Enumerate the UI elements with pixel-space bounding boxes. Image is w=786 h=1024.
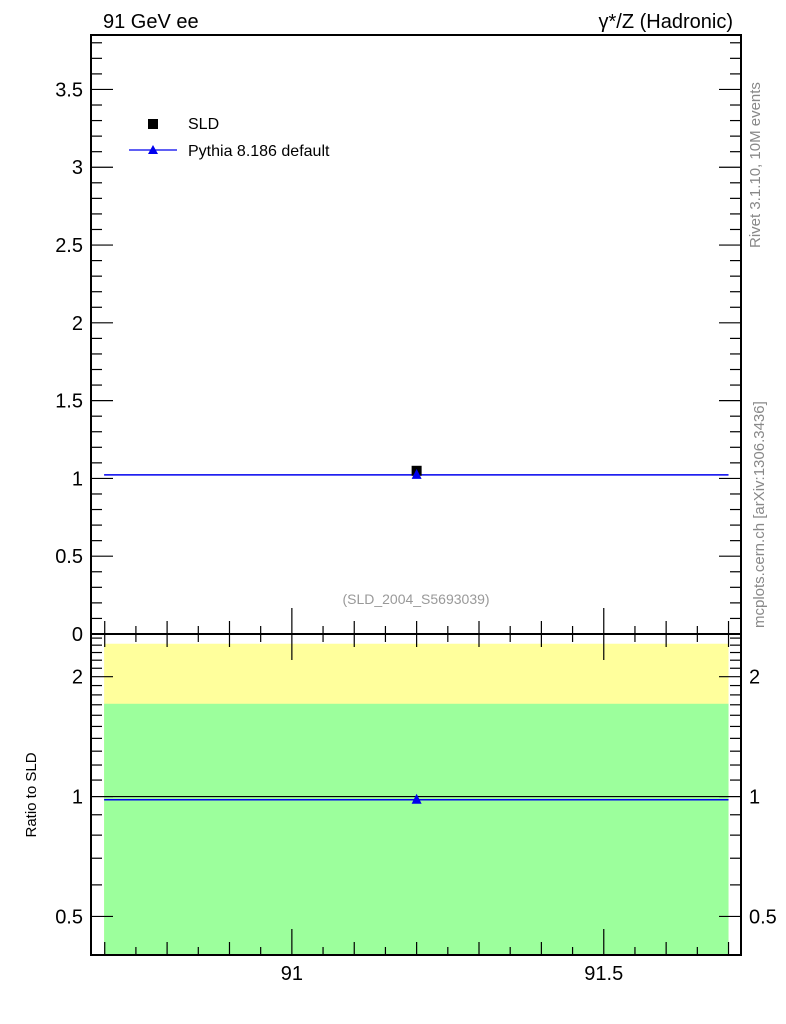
analysis-annotation: (SLD_2004_S5693039): [342, 591, 489, 607]
ratio-y-tick-label: 2: [72, 667, 83, 689]
legend-sld-label: SLD: [188, 116, 219, 133]
ratio-y-tick-label-right: 2: [749, 667, 760, 689]
header-left: 91 GeV ee: [103, 11, 199, 33]
legend-sld-marker: [148, 119, 158, 129]
ratio-ylabel: Ratio to SLD: [23, 752, 40, 837]
y-tick-label: 0.5: [55, 546, 83, 568]
pythia-point: [411, 468, 422, 479]
rivet-label: Rivet 3.1.10, 10M events: [747, 82, 764, 248]
x-tick-label: 91: [281, 963, 303, 985]
y-tick-label: 3.5: [55, 79, 83, 101]
ratio-pythia-point: [411, 793, 422, 804]
ratio-y-tick-label-right: 1: [749, 787, 760, 809]
header-right: γ*/Z (Hadronic): [599, 11, 733, 33]
y-tick-label: 1: [72, 468, 83, 490]
ratio-y-tick-label: 1: [72, 787, 83, 809]
ratio-y-tick-label: 0.5: [55, 906, 83, 928]
y-tick-label: 0: [72, 624, 83, 646]
y-tick-label: 1.5: [55, 391, 83, 413]
legend-pythia-label: Pythia 8.186 default: [188, 143, 330, 160]
ratio-band-inner: [104, 703, 729, 955]
x-tick-label: 91.5: [584, 963, 623, 985]
legend: SLD Pythia 8.186 default: [129, 116, 330, 160]
ratio-y-tick-label-right: 0.5: [749, 906, 777, 928]
y-tick-label: 2: [72, 313, 83, 335]
y-tick-label: 2.5: [55, 235, 83, 257]
legend-pythia-marker: [148, 145, 158, 154]
ratio-frame: [90, 633, 742, 956]
y-tick-label: 3: [72, 157, 83, 179]
source-label: mcplots.cern.ch [arXiv:1306.3436]: [751, 401, 768, 628]
